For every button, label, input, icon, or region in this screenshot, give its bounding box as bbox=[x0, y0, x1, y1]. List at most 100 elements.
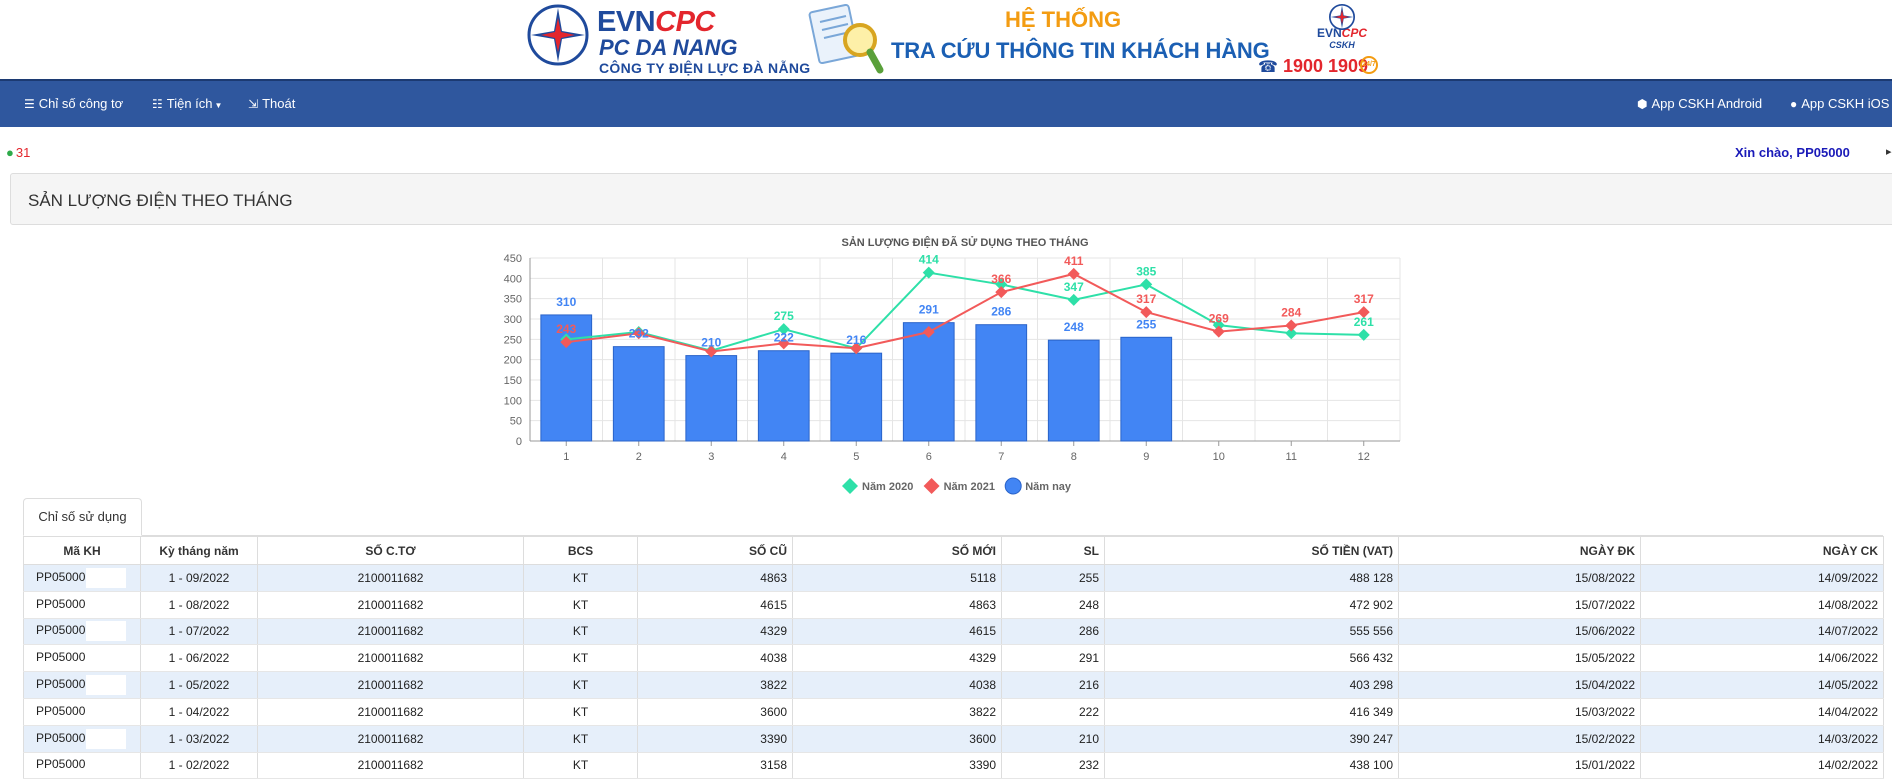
table-row[interactable]: PP05000 1 - 03/2022 2100011682 KT 3390 3600 21… bbox=[23, 725, 1884, 753]
table-cell: 2100011682 bbox=[257, 725, 524, 753]
table-cell: 4615 bbox=[792, 618, 1002, 646]
nav-thoat[interactable]: ⇲ Thoát bbox=[248, 81, 295, 127]
table-cell: 222 bbox=[1001, 698, 1105, 726]
redaction-mask bbox=[86, 755, 127, 776]
table-header-cell: NGÀY CK bbox=[1640, 536, 1884, 565]
table-cell: 248 bbox=[1001, 591, 1105, 619]
table-cell: KT bbox=[523, 698, 638, 726]
table-cell: 14/09/2022 bbox=[1640, 564, 1884, 592]
user-menu-caret-icon[interactable]: ▸ bbox=[1886, 146, 1892, 158]
table-row[interactable]: PP05000 1 - 07/2022 2100011682 KT 4329 4615 28… bbox=[23, 618, 1884, 646]
mini-logo-cpc: CPC bbox=[1341, 26, 1368, 40]
mini-logo-brand: EVNCPC bbox=[1297, 26, 1387, 40]
nav-app-android[interactable]: ⬢ App CSKH Android bbox=[1637, 81, 1762, 127]
brand-pc-danang: PC DA NANG bbox=[599, 35, 738, 60]
tab-chi-so-su-dung[interactable]: Chỉ số sử dụng bbox=[23, 498, 142, 536]
system-title-line2: TRA CỨU THÔNG TIN KHÁCH HÀNG bbox=[891, 38, 1270, 63]
bar-mark bbox=[830, 352, 883, 442]
x-tick-label: 8 bbox=[1071, 451, 1077, 463]
table-cell: 2100011682 bbox=[257, 644, 524, 673]
table-cell: 15/07/2022 bbox=[1398, 591, 1641, 619]
table-cell: 291 bbox=[1001, 644, 1105, 673]
table-row[interactable]: PP05000 1 - 05/2022 2100011682 KT 3822 4038 21… bbox=[23, 671, 1884, 699]
mini-evn-star-icon bbox=[1329, 4, 1355, 30]
table-header-cell: SỐ TIỀN (VAT) bbox=[1104, 536, 1399, 565]
table-cell: 390 247 bbox=[1104, 725, 1399, 753]
table-cell: 3390 bbox=[792, 752, 1002, 779]
customer-code: PP05000 bbox=[36, 623, 86, 638]
table-row[interactable]: PP05000 1 - 09/2022 2100011682 KT 4863 5118 25… bbox=[23, 564, 1884, 592]
data-label: 347 bbox=[1064, 280, 1084, 294]
line-series-1 bbox=[566, 272, 1364, 353]
table-cell: 4038 bbox=[637, 644, 793, 673]
table-cell: 4863 bbox=[792, 591, 1002, 619]
nav-app-ios[interactable]: ● App CSKH iOS bbox=[1790, 81, 1889, 127]
line-point bbox=[777, 337, 790, 350]
apple-icon: ● bbox=[1790, 97, 1798, 111]
redaction-mask bbox=[86, 701, 127, 722]
x-tick-label: 10 bbox=[1213, 451, 1225, 463]
table-cell: 4863 bbox=[637, 564, 793, 592]
server-icon: ☷ bbox=[152, 97, 163, 111]
bar-mark bbox=[1047, 339, 1100, 442]
customer-code: PP05000 bbox=[36, 704, 86, 719]
line-point bbox=[995, 278, 1008, 291]
table-cell: 15/03/2022 bbox=[1398, 698, 1641, 726]
nav-chi-so-cong-to[interactable]: ☰ Chỉ số công tơ bbox=[24, 81, 123, 127]
table-cell: 4329 bbox=[637, 618, 793, 646]
table-cell: 2100011682 bbox=[257, 671, 524, 699]
table-cell: 14/08/2022 bbox=[1640, 591, 1884, 619]
line-point bbox=[1140, 306, 1153, 319]
line-point bbox=[1067, 293, 1080, 306]
table-row[interactable]: PP05000 1 - 02/2022 2100011682 KT 3158 3390 23… bbox=[23, 752, 1884, 779]
table-cell: KT bbox=[523, 644, 638, 673]
mini-logo-evn: EVN bbox=[1316, 26, 1342, 40]
nav-app-ios-label: App CSKH iOS bbox=[1801, 96, 1890, 111]
table-cell: 2100011682 bbox=[257, 618, 524, 646]
table-cell: 15/06/2022 bbox=[1398, 618, 1641, 646]
table-row[interactable]: PP05000 1 - 06/2022 2100011682 KT 4038 4329 29… bbox=[23, 644, 1884, 673]
y-tick-label: 150 bbox=[504, 375, 522, 387]
cskh-mini-logo: EVNCPC CSKH bbox=[1297, 4, 1387, 50]
nav-tien-ich-dropdown[interactable]: ☷ Tiện ích ▼ bbox=[152, 81, 222, 127]
usage-table: Mã KH Kỳ tháng năm SỐ C.TƠ BCS SỐ CŨ SỐ MỚI SL… bbox=[23, 536, 1884, 779]
data-label: 269 bbox=[1209, 312, 1229, 326]
brand-evn-text: EVN bbox=[597, 6, 656, 38]
line-point bbox=[1067, 267, 1080, 280]
user-greeting[interactable]: Xin chào, PP05000 bbox=[1735, 145, 1850, 160]
line-point bbox=[632, 327, 645, 340]
table-cell: 1 - 05/2022 bbox=[140, 671, 258, 699]
x-tick-label: 9 bbox=[1143, 451, 1149, 463]
table-cell: KT bbox=[523, 591, 638, 619]
line-point bbox=[777, 323, 790, 336]
table-cell: 403 298 bbox=[1104, 671, 1399, 699]
x-tick-label: 1 bbox=[563, 451, 569, 463]
table-row[interactable]: PP05000 1 - 08/2022 2100011682 KT 4615 4863 24… bbox=[23, 591, 1884, 619]
table-cell: 1 - 08/2022 bbox=[140, 591, 258, 619]
line-point bbox=[1212, 325, 1225, 338]
table-cell: 255 bbox=[1001, 564, 1105, 592]
redaction-mask bbox=[86, 621, 127, 642]
table-cell: 14/05/2022 bbox=[1640, 671, 1884, 699]
tab-divider bbox=[23, 535, 1883, 536]
x-tick-label: 7 bbox=[998, 451, 1004, 463]
table-cell: 1 - 02/2022 bbox=[140, 752, 258, 779]
table-cell: KT bbox=[523, 752, 638, 779]
page-title: SẢN LƯỢNG ĐIỆN THEO THÁNG bbox=[28, 191, 293, 210]
data-label: 284 bbox=[1281, 306, 1301, 320]
y-tick-label: 50 bbox=[510, 416, 522, 428]
data-label: 216 bbox=[846, 333, 866, 347]
bar-mark bbox=[1120, 336, 1173, 442]
table-cell: 3158 bbox=[637, 752, 793, 779]
brand-cpc-text: CPC bbox=[655, 6, 715, 38]
x-tick-label: 4 bbox=[781, 451, 787, 463]
bar-mark bbox=[975, 324, 1028, 442]
chart-svg: SẢN LƯỢNG ĐIỆN ĐÃ SỬ DỤNG THEO THÁNG 0 50 1… bbox=[504, 236, 1401, 495]
table-cell: 5118 bbox=[792, 564, 1002, 592]
table-row[interactable]: PP05000 1 - 04/2022 2100011682 KT 3600 3822 22… bbox=[23, 698, 1884, 726]
hotline: ☎ 1900 1909 bbox=[1258, 56, 1368, 77]
data-label: 310 bbox=[556, 295, 576, 309]
data-label: 248 bbox=[1064, 320, 1084, 334]
table-cell: 488 128 bbox=[1104, 564, 1399, 592]
customer-code: PP05000 bbox=[36, 596, 86, 611]
